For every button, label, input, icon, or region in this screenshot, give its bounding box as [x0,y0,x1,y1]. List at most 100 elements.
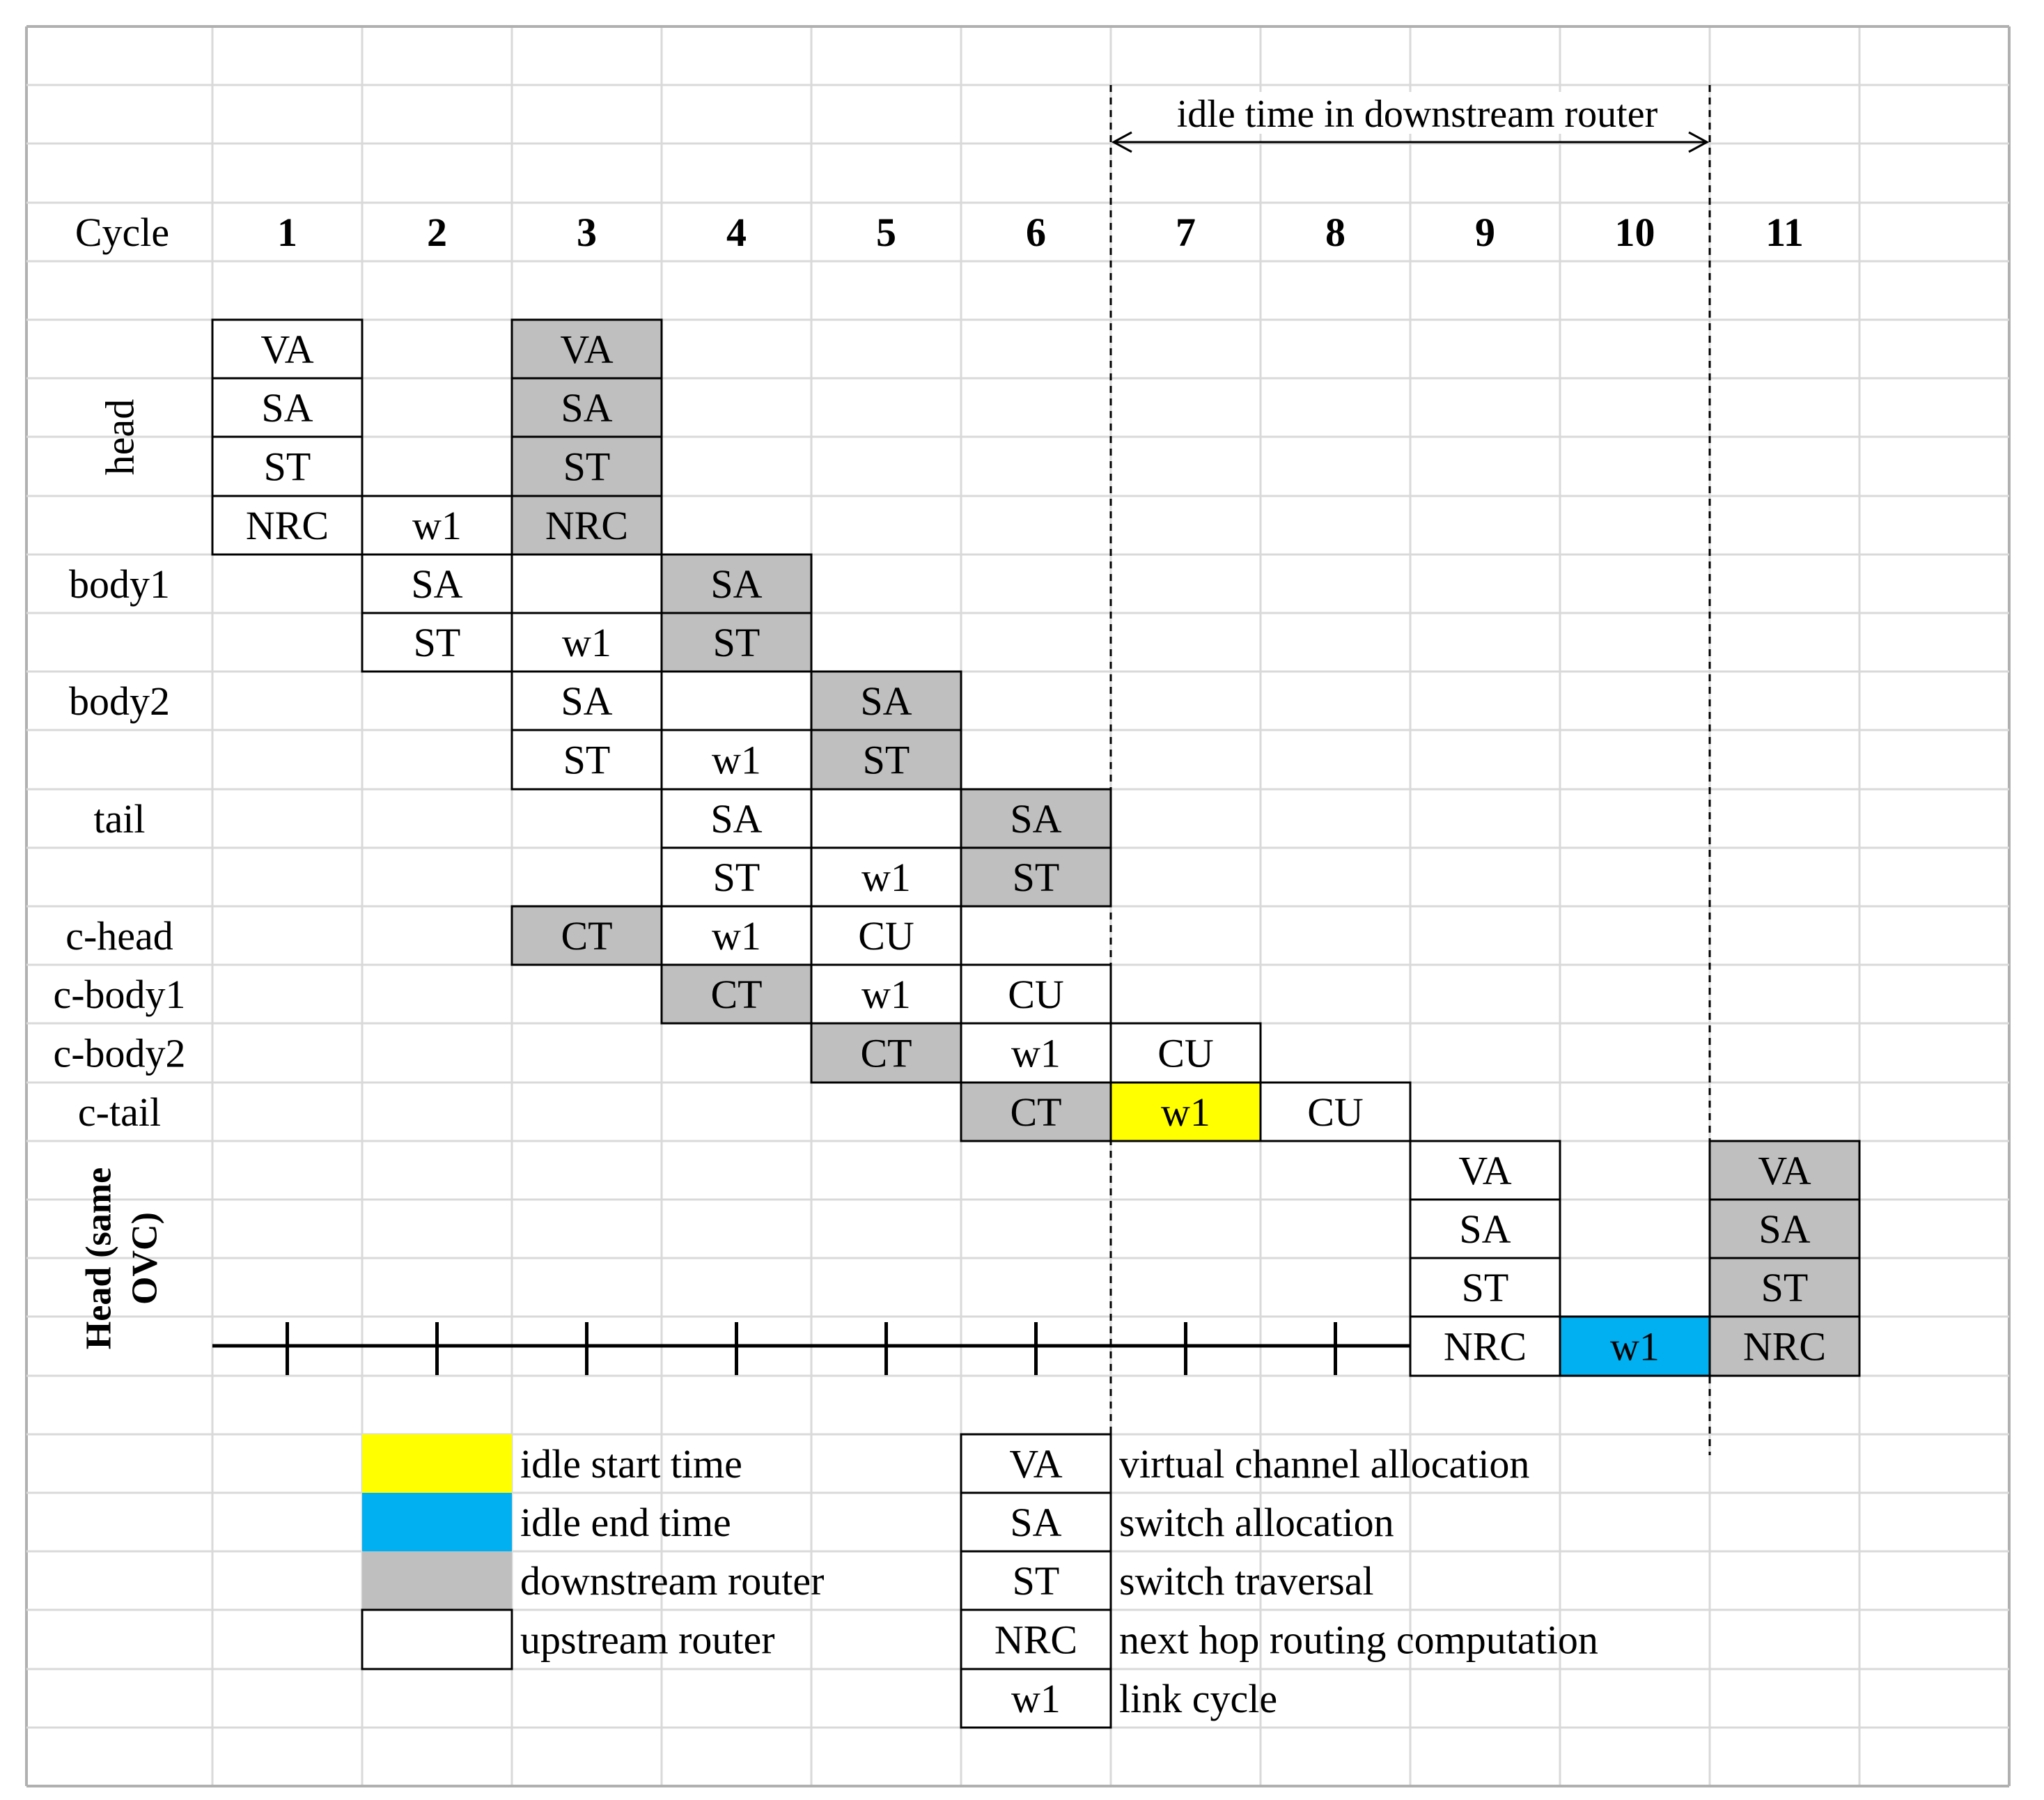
cell-stage-label: w1 [712,738,761,783]
cell-stage-label: NRC [545,503,628,548]
row-label-vertical: head [97,399,143,476]
cell-box [211,495,364,556]
cell-box [810,729,962,791]
pipeline-cell-sa: SA [1708,1198,1861,1259]
cell-box [211,377,364,438]
pipeline-cell-st: ST [1708,1257,1861,1318]
legend-abbreviation-item: ST switch traversal [960,1550,1374,1611]
cell-stage-label: ST [713,620,760,665]
cell-stage-label: VA [560,327,613,372]
cell-box [510,670,663,731]
cell-stage-label: CT [1010,1089,1061,1135]
cycle-number: 5 [876,210,896,255]
cell-box [1109,1081,1262,1142]
pipeline-cell-cu: CU [1259,1081,1412,1142]
cell-box [810,846,962,908]
legend-color-label: idle start time [520,1441,742,1487]
cell-stage-label: SA [1459,1207,1511,1252]
cycle-header: Cycle 1 2 3 4 5 6 7 8 9 10 11 [75,210,1804,255]
cell-stage-label: ST [713,855,760,900]
pipeline-cell-sa: SA [960,788,1112,849]
pipeline-cell-w1: w1 [660,905,813,966]
cell-stage-label: ST [1013,855,1060,900]
cell-box [660,788,813,849]
cycle-number: 8 [1325,210,1345,255]
legend-abbr-box [960,1668,1112,1729]
cell-box [810,963,962,1025]
pipeline-cell-va: VA [211,318,364,380]
cycle-number: 4 [726,210,747,255]
legend-abbreviation-item: VA virtual channel allocation [960,1433,1529,1494]
cycle-header-label: Cycle [75,210,169,255]
cell-stage-label: CU [1307,1089,1364,1135]
pipeline-cell-sa: SA [1409,1198,1561,1259]
cell-stage-label: w1 [712,913,761,959]
cell-box [361,612,513,673]
timeline-axis [212,1322,1410,1375]
pipeline-cell-st: ST [660,846,813,908]
pipeline-cells: VA SA ST NRC w1 VA SA ST NRC SA ST w1 SA ST SA ST w1 SA ST… [211,318,1861,1377]
cell-stage-label: SA [411,561,462,607]
cell-stage-label: w1 [861,855,911,900]
pipeline-cell-w1: w1 [510,612,663,673]
cell-box [1708,1315,1861,1377]
cell-stage-label: SA [261,385,313,430]
arrow-right-icon [1688,131,1710,153]
row-label-text: Head (same [79,1167,119,1349]
row-labels: head body1 body2 tail c-head c-body1 c-body2 c-… [53,399,185,1349]
legend-abbr-box [960,1608,1112,1670]
cell-stage-label: SA [860,678,912,724]
legend-color-item: idle end time [362,1493,731,1551]
row-label-c-head: c-head [65,913,173,959]
cell-stage-label: CU [1008,972,1064,1017]
cell-box [361,495,513,556]
pipeline-cell-st: ST [960,846,1112,908]
cell-box [960,846,1112,908]
legend-abbr: SA [1010,1500,1061,1545]
row-label-vertical: Head (same OVC) [79,1167,165,1349]
cell-box [660,963,813,1025]
pipeline-cell-w1: w1 [810,846,962,908]
idle-label-backing [1139,92,1682,134]
cell-stage-label: NRC [1743,1324,1826,1370]
cell-stage-label: w1 [412,503,462,548]
pipeline-cell-sa: SA [810,670,962,731]
cell-stage-label: CT [860,1031,912,1076]
pipeline-cell-cu: CU [1109,1022,1262,1084]
idle-span-annotation: idle time in downstream router [1109,85,1711,1455]
pipeline-cell-w1: w1 [1559,1315,1711,1377]
pipeline-cell-st: ST [810,729,962,791]
legend-abbr-description: virtual channel allocation [1119,1441,1529,1487]
pipeline-cell-st: ST [361,612,513,673]
cell-stage-label: ST [863,738,910,783]
pipeline-cell-w1: w1 [960,1022,1112,1084]
cell-stage-label: CT [710,972,762,1017]
legend-color-label: upstream router [520,1617,775,1663]
legend-abbreviation-item: NRC next hop routing computation [960,1608,1598,1670]
pipeline-cell-sa: SA [660,553,813,614]
cell-box [211,318,364,380]
cycle-number: 1 [277,210,297,255]
cell-box [1409,1140,1561,1201]
legend-abbr: NRC [994,1617,1077,1663]
row-label-body2: body2 [69,678,170,724]
cell-box [510,729,663,791]
cell-box [1559,1315,1711,1377]
cell-stage-label: NRC [1444,1324,1527,1370]
pipeline-cell-va: VA [510,318,663,380]
cell-stage-label: SA [561,678,612,724]
cell-box [1259,1081,1412,1142]
cell-stage-label: SA [710,796,762,841]
cell-box [361,553,513,614]
row-label-body1: body1 [69,561,170,607]
cell-stage-label: VA [1758,1148,1811,1193]
cell-stage-label: ST [563,444,611,490]
cell-box [1708,1257,1861,1318]
row-label-c-body2: c-body2 [53,1031,185,1076]
pipeline-cell-ct: CT [960,1081,1112,1142]
cell-stage-label: ST [1761,1265,1809,1310]
cell-stage-label: CU [1157,1031,1214,1076]
idle-span-label: idle time in downstream router [1177,93,1658,136]
